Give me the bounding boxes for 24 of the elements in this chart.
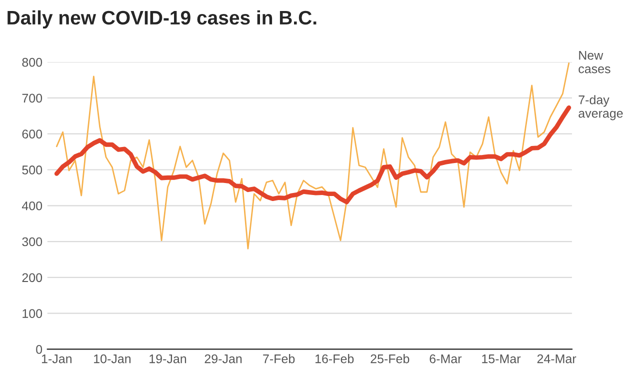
x-tick-label: 6-Mar	[430, 354, 462, 364]
y-tick-label: 800	[22, 58, 42, 67]
line-series	[54, 105, 572, 204]
x-tick-label: 7-Feb	[263, 354, 295, 364]
y-tick-label: 300	[22, 237, 42, 246]
x-tick-label: 1-Jan	[42, 354, 72, 364]
line-series	[56, 62, 570, 250]
x-tick-label: 19-Jan	[150, 354, 186, 364]
x-tick-label: 24-Mar	[537, 354, 576, 364]
y-tick-label: 100	[22, 309, 42, 318]
chart-title: Daily new COVID-19 cases in B.C.	[8, 10, 316, 28]
x-tick-label: 25-Feb	[370, 354, 410, 364]
series-label: 7-day average	[578, 95, 623, 120]
x-tick-label: 29-Jan	[204, 354, 242, 364]
y-tick-label: 500	[22, 166, 42, 174]
y-tick-label: 700	[22, 94, 42, 103]
x-tick-label: 15-Mar	[482, 354, 521, 364]
y-tick-label: 400	[22, 201, 42, 210]
y-tick-label: 600	[22, 130, 42, 139]
x-tick-label: 10-Jan	[94, 354, 130, 364]
x-tick-label: 16-Feb	[316, 354, 354, 364]
y-tick-label: 200	[22, 273, 42, 282]
y-tick-label: 0	[36, 345, 42, 354]
series-label: New cases	[578, 51, 610, 74]
